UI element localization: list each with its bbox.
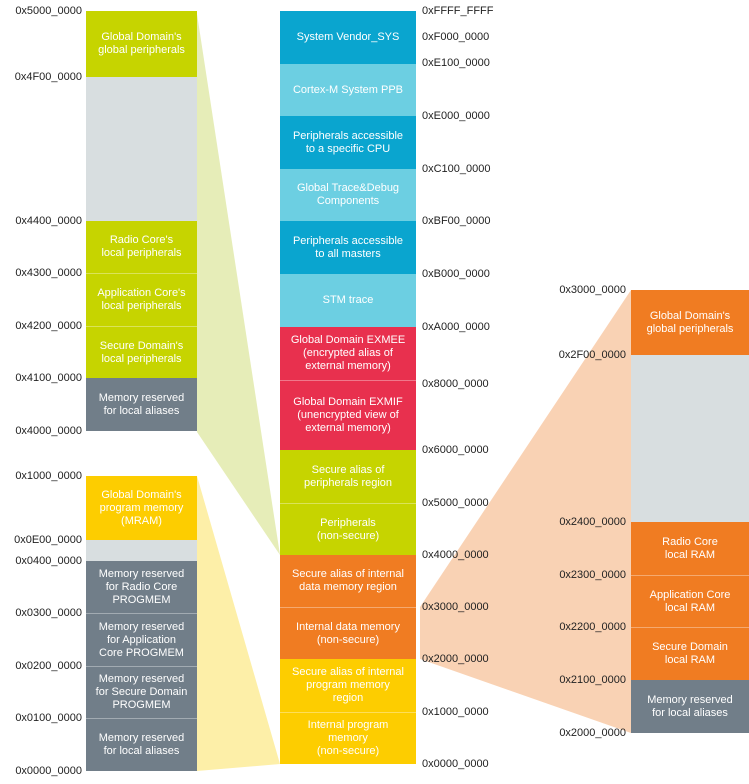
center-block: Secure alias of peripherals region bbox=[280, 450, 416, 503]
program_map-block bbox=[86, 540, 197, 561]
center-address-label: 0xB000_0000 bbox=[422, 268, 490, 280]
data_map-block: Radio Core local RAM bbox=[631, 522, 749, 575]
center-block: Peripherals accessible to a specific CPU bbox=[280, 116, 416, 169]
data_map-address-label: 0x2300_0000 bbox=[559, 569, 626, 581]
program_map-block: Memory reserved for local aliases bbox=[86, 718, 197, 771]
center-address-label: 0xBF00_0000 bbox=[422, 215, 491, 227]
data_map-block: Secure Domain local RAM bbox=[631, 627, 749, 680]
periph_map-address-label: 0x4200_0000 bbox=[15, 320, 82, 332]
center-address-label: 0x2000_0000 bbox=[422, 653, 489, 665]
data_map-block: Memory reserved for local aliases bbox=[631, 680, 749, 733]
center-address-label: 0x0000_0000 bbox=[422, 758, 489, 770]
data_map-block: Global Domain's global peripherals bbox=[631, 290, 749, 355]
center-address-label: 0x3000_0000 bbox=[422, 601, 489, 613]
data_map-address-label: 0x2000_0000 bbox=[559, 727, 626, 739]
center-block: Internal data memory (non-secure) bbox=[280, 607, 416, 659]
data_map-address-label: 0x2400_0000 bbox=[559, 516, 626, 528]
periph_map-block: Application Core's local peripherals bbox=[86, 273, 197, 326]
program_map-address-label: 0x0400_0000 bbox=[15, 555, 82, 567]
center-address-label: 0xC100_0000 bbox=[422, 163, 491, 175]
center-block: System Vendor_SYS bbox=[280, 11, 416, 64]
program_map-address-label: 0x1000_0000 bbox=[15, 470, 82, 482]
center-block: Secure alias of internal program memory … bbox=[280, 659, 416, 712]
center-block: Cortex-M System PPB bbox=[280, 64, 416, 116]
center-address-label: 0xF000_0000 bbox=[422, 31, 490, 43]
periph_map-address-label: 0x4400_0000 bbox=[15, 215, 82, 227]
data_map-block: Application Core local RAM bbox=[631, 575, 749, 627]
data_map-address-label: 0x2F00_0000 bbox=[558, 349, 626, 361]
data_map-address-label: 0x2100_0000 bbox=[559, 674, 626, 686]
center-block: Peripherals (non-secure) bbox=[280, 503, 416, 555]
data_map-block bbox=[631, 355, 749, 522]
center-block: Peripherals accessible to all masters bbox=[280, 221, 416, 274]
program_map-address-label: 0x0100_0000 bbox=[15, 712, 82, 724]
center-address-label: 0x1000_0000 bbox=[422, 706, 489, 718]
program_map-address-label: 0x0300_0000 bbox=[15, 607, 82, 619]
periph_map-address-label: 0x4000_0000 bbox=[15, 425, 82, 437]
data_map-address-label: 0x3000_0000 bbox=[559, 284, 626, 296]
periph_map-block bbox=[86, 77, 197, 221]
program_map-block: Global Domain's program memory (MRAM) bbox=[86, 476, 197, 540]
center-address-label: 0xFFFF_FFFF bbox=[422, 5, 494, 17]
program-memory-zoom-shade bbox=[197, 476, 280, 771]
peripherals-zoom-shade bbox=[197, 14, 280, 555]
center-address-label: 0x4000_0000 bbox=[422, 549, 489, 561]
center-address-label: 0xE000_0000 bbox=[422, 110, 490, 122]
data_map-address-label: 0x2200_0000 bbox=[559, 621, 626, 633]
program_map-block: Memory reserved for Radio Core PROGMEM bbox=[86, 561, 197, 613]
center-block: Secure alias of internal data memory reg… bbox=[280, 555, 416, 607]
periph_map-address-label: 0x4100_0000 bbox=[15, 372, 82, 384]
periph_map-address-label: 0x4F00_0000 bbox=[14, 71, 82, 83]
program_map-address-label: 0x0000_0000 bbox=[15, 765, 82, 777]
center-address-label: 0x6000_0000 bbox=[422, 444, 489, 456]
periph_map-address-label: 0x4300_0000 bbox=[15, 267, 82, 279]
center-address-label: 0xE100_0000 bbox=[422, 57, 490, 69]
periph_map-address-label: 0x5000_0000 bbox=[15, 5, 82, 17]
center-address-label: 0x8000_0000 bbox=[422, 378, 489, 390]
center-block: Global Trace&Debug Components bbox=[280, 169, 416, 221]
periph_map-block: Radio Core's local peripherals bbox=[86, 221, 197, 273]
center-address-label: 0x5000_0000 bbox=[422, 497, 489, 509]
periph_map-block: Memory reserved for local aliases bbox=[86, 378, 197, 431]
program_map-address-label: 0x0200_0000 bbox=[15, 660, 82, 672]
periph_map-block: Global Domain's global peripherals bbox=[86, 11, 197, 77]
center-block: Global Domain EXMIF (unencrypted view of… bbox=[280, 380, 416, 450]
center-block: Global Domain EXMEE (encrypted alias of … bbox=[280, 327, 416, 380]
program_map-address-label: 0x0E00_0000 bbox=[14, 534, 82, 546]
periph_map-block: Secure Domain's local peripherals bbox=[86, 326, 197, 378]
program_map-block: Memory reserved for Secure Domain PROGME… bbox=[86, 666, 197, 718]
center-block: STM trace bbox=[280, 274, 416, 327]
center-address-label: 0xA000_0000 bbox=[422, 321, 490, 333]
center-block: Internal program memory (non-secure) bbox=[280, 712, 416, 764]
data-memory-zoom-shade bbox=[420, 290, 631, 733]
program_map-block: Memory reserved for Application Core PRO… bbox=[86, 613, 197, 666]
